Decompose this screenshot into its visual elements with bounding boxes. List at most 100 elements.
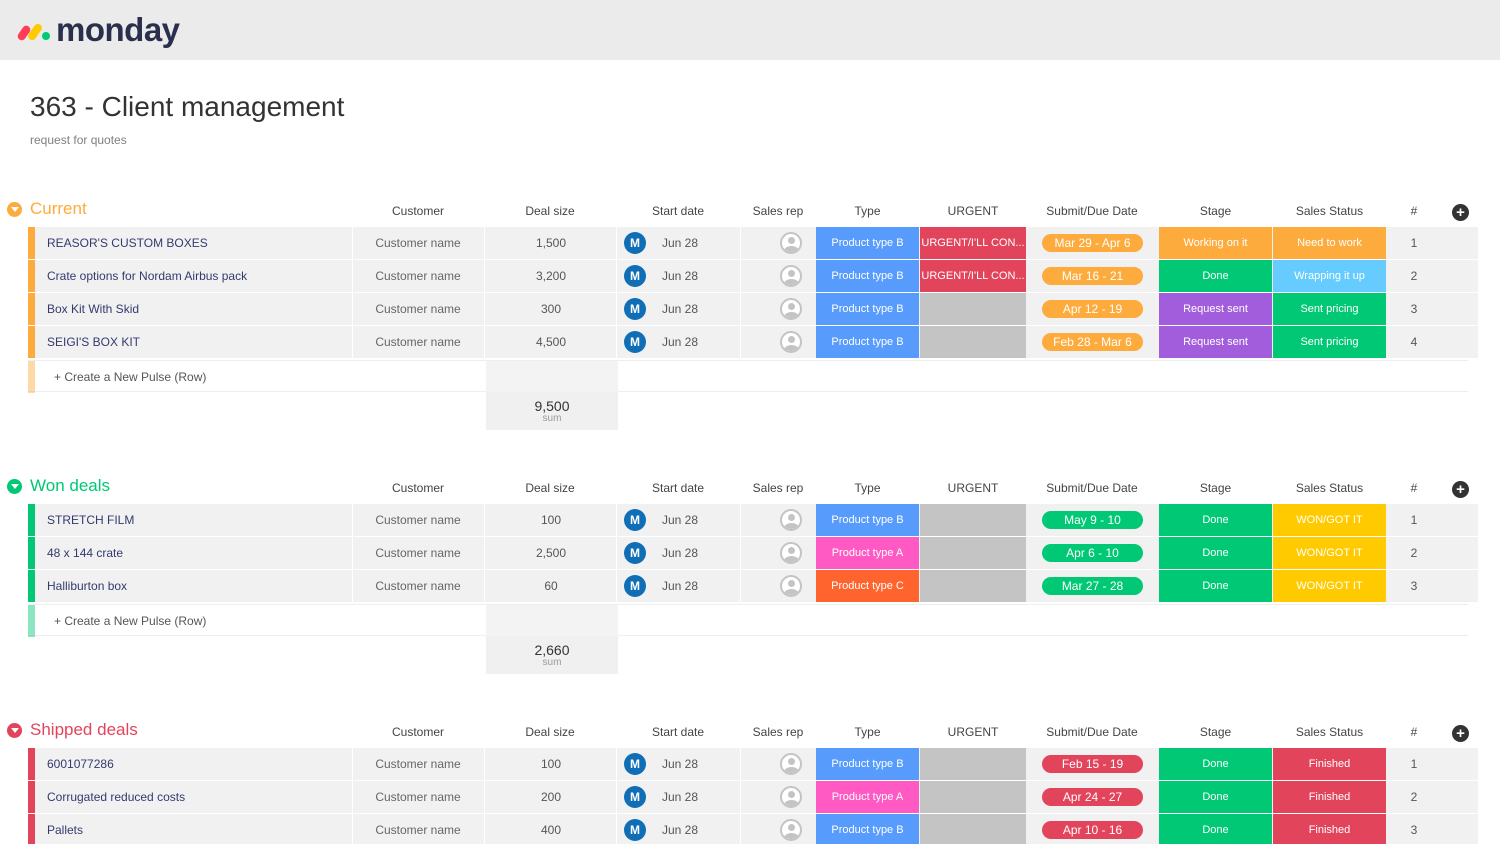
customer-cell[interactable]: Customer name bbox=[375, 335, 461, 349]
col-header-deal-size[interactable]: Deal size bbox=[525, 204, 575, 218]
sales-status[interactable]: WON/GOT IT bbox=[1273, 537, 1386, 569]
urgent-status[interactable]: URGENT/I'LL CON... bbox=[920, 260, 1026, 292]
stage-status[interactable]: Done bbox=[1159, 504, 1272, 536]
sales-status[interactable]: Finished bbox=[1273, 781, 1386, 813]
col-header-start-date[interactable]: Start date bbox=[651, 725, 705, 739]
col-header-customer[interactable]: Customer bbox=[391, 481, 444, 495]
customer-cell[interactable]: Customer name bbox=[375, 579, 461, 593]
number-cell[interactable]: 3 bbox=[1410, 579, 1418, 593]
chevron-down-icon[interactable] bbox=[7, 479, 22, 494]
table-row[interactable]: Corrugated reduced costs Customer name 2… bbox=[28, 781, 1478, 813]
type-status[interactable]: Product type B bbox=[816, 504, 919, 536]
item-name[interactable]: Crate options for Nordam Airbus pack bbox=[47, 269, 248, 283]
number-cell[interactable]: 1 bbox=[1410, 236, 1418, 250]
start-date-cell[interactable]: M Jun 28 bbox=[618, 260, 742, 292]
item-name[interactable]: STRETCH FILM bbox=[47, 513, 135, 527]
group-title[interactable]: Won deals bbox=[30, 476, 111, 495]
start-date-cell[interactable]: M Jun 28 bbox=[618, 293, 742, 325]
customer-cell[interactable]: Customer name bbox=[375, 546, 461, 560]
type-status[interactable]: Product type B bbox=[816, 260, 919, 292]
deal-size-cell[interactable]: 200 bbox=[540, 790, 562, 804]
urgent-status[interactable] bbox=[920, 781, 1026, 813]
sales-rep-cell[interactable] bbox=[742, 326, 842, 358]
add-column-icon[interactable]: + bbox=[1452, 481, 1469, 498]
urgent-status[interactable] bbox=[920, 326, 1026, 358]
start-date-cell[interactable]: M Jun 28 bbox=[618, 781, 742, 813]
deal-size-cell[interactable]: 1,500 bbox=[535, 236, 567, 250]
start-date-cell[interactable]: M Jun 28 bbox=[618, 814, 742, 844]
table-row[interactable]: STRETCH FILM Customer name 100 M Jun 28 … bbox=[28, 504, 1478, 536]
stage-status[interactable]: Done bbox=[1159, 814, 1272, 844]
group-title[interactable]: Shipped deals bbox=[30, 720, 138, 739]
sales-status[interactable]: Finished bbox=[1273, 748, 1386, 780]
sales-rep-cell[interactable] bbox=[742, 260, 842, 292]
due-date-cell[interactable]: Apr 10 - 16 bbox=[1028, 814, 1158, 844]
table-row[interactable]: SEIGI'S BOX KIT Customer name 4,500 M Ju… bbox=[28, 326, 1478, 358]
due-date-cell[interactable]: Mar 16 - 21 bbox=[1028, 260, 1158, 292]
due-date-cell[interactable]: Apr 12 - 19 bbox=[1028, 293, 1158, 325]
type-status[interactable]: Product type B bbox=[816, 748, 919, 780]
stage-status[interactable]: Working on it bbox=[1159, 227, 1272, 259]
col-header-due-date[interactable]: Submit/Due Date bbox=[1046, 725, 1138, 739]
col-header-sales-status[interactable]: Sales Status bbox=[1295, 481, 1364, 495]
col-header-customer[interactable]: Customer bbox=[391, 204, 444, 218]
table-row[interactable]: Box Kit With Skid Customer name 300 M Ju… bbox=[28, 293, 1478, 325]
item-name[interactable]: SEIGI'S BOX KIT bbox=[47, 335, 140, 349]
sales-status[interactable]: Sent pricing bbox=[1273, 326, 1386, 358]
customer-cell[interactable]: Customer name bbox=[375, 823, 461, 837]
page-title[interactable]: 363 - Client management bbox=[30, 91, 345, 122]
col-header-sales-status[interactable]: Sales Status bbox=[1295, 204, 1364, 218]
item-name[interactable]: Pallets bbox=[47, 823, 84, 837]
sales-rep-cell[interactable] bbox=[742, 504, 842, 536]
type-status[interactable]: Product type C bbox=[816, 570, 919, 602]
stage-status[interactable]: Request sent bbox=[1159, 326, 1272, 358]
stage-status[interactable]: Request sent bbox=[1159, 293, 1272, 325]
due-date-cell[interactable]: Apr 6 - 10 bbox=[1028, 537, 1158, 569]
col-header-type[interactable]: Type bbox=[854, 725, 881, 739]
create-new-pulse-label[interactable]: + Create a New Pulse (Row) bbox=[54, 370, 207, 384]
due-date-cell[interactable]: Apr 24 - 27 bbox=[1028, 781, 1158, 813]
item-name[interactable]: 48 x 144 crate bbox=[47, 546, 124, 560]
table-row[interactable]: Pallets Customer name 400 M Jun 28 Produ… bbox=[28, 814, 1478, 844]
due-date-cell[interactable]: Feb 28 - Mar 6 bbox=[1028, 326, 1158, 358]
col-header-deal-size[interactable]: Deal size bbox=[525, 725, 575, 739]
chevron-down-icon[interactable] bbox=[7, 202, 22, 217]
sales-rep-cell[interactable] bbox=[742, 537, 842, 569]
table-row[interactable]: REASOR'S CUSTOM BOXES Customer name 1,50… bbox=[28, 227, 1478, 259]
type-status[interactable]: Product type B bbox=[816, 227, 919, 259]
stage-status[interactable]: Done bbox=[1159, 260, 1272, 292]
number-cell[interactable]: 3 bbox=[1410, 302, 1418, 316]
table-row[interactable]: 48 x 144 crate Customer name 2,500 M Jun… bbox=[28, 537, 1478, 569]
urgent-status[interactable] bbox=[920, 748, 1026, 780]
create-new-pulse-row[interactable]: + Create a New Pulse (Row) bbox=[28, 360, 1468, 393]
col-header-sales-status[interactable]: Sales Status bbox=[1295, 725, 1364, 739]
table-row[interactable]: 6001077286 Customer name 100 M Jun 28 Pr… bbox=[28, 748, 1478, 780]
customer-cell[interactable]: Customer name bbox=[375, 302, 461, 316]
sales-status[interactable]: Wrapping it up bbox=[1273, 260, 1386, 292]
deal-size-cell[interactable]: 100 bbox=[540, 513, 562, 527]
item-name[interactable]: 6001077286 bbox=[47, 757, 114, 771]
deal-size-cell[interactable]: 100 bbox=[540, 757, 562, 771]
due-date-cell[interactable]: Feb 15 - 19 bbox=[1028, 748, 1158, 780]
customer-cell[interactable]: Customer name bbox=[375, 790, 461, 804]
due-date-cell[interactable]: Mar 29 - Apr 6 bbox=[1028, 227, 1158, 259]
start-date-cell[interactable]: M Jun 28 bbox=[618, 748, 742, 780]
col-header-number[interactable]: # bbox=[1410, 481, 1418, 495]
type-status[interactable]: Product type A bbox=[816, 537, 919, 569]
col-header-stage[interactable]: Stage bbox=[1199, 725, 1232, 739]
col-header-urgent[interactable]: URGENT bbox=[947, 204, 999, 218]
deal-size-cell[interactable]: 3,200 bbox=[535, 269, 567, 283]
stage-status[interactable]: Done bbox=[1159, 748, 1272, 780]
item-name[interactable]: Box Kit With Skid bbox=[47, 302, 140, 316]
number-cell[interactable]: 4 bbox=[1410, 335, 1418, 349]
col-header-sales-rep[interactable]: Sales rep bbox=[752, 725, 804, 739]
type-status[interactable]: Product type B bbox=[816, 326, 919, 358]
number-cell[interactable]: 2 bbox=[1410, 790, 1418, 804]
col-header-type[interactable]: Type bbox=[854, 481, 881, 495]
sales-status[interactable]: Sent pricing bbox=[1273, 293, 1386, 325]
number-cell[interactable]: 3 bbox=[1410, 823, 1418, 837]
table-row[interactable]: Halliburton box Customer name 60 M Jun 2… bbox=[28, 570, 1478, 602]
sales-status[interactable]: Finished bbox=[1273, 814, 1386, 844]
col-header-stage[interactable]: Stage bbox=[1199, 481, 1232, 495]
col-header-start-date[interactable]: Start date bbox=[651, 204, 705, 218]
